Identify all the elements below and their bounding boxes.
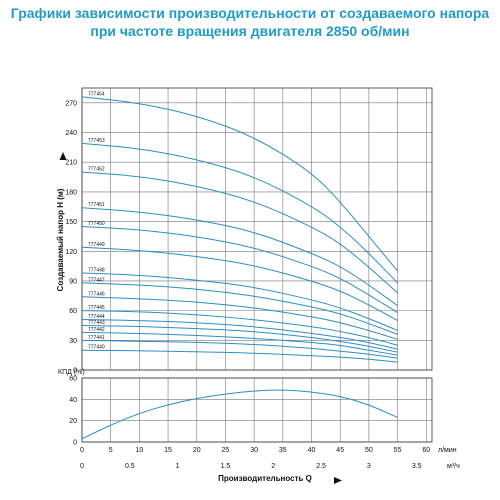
head-y-tick-label: 180 bbox=[65, 189, 77, 196]
x-tick-lpm: 20 bbox=[193, 447, 201, 454]
eff-y-tick-label: 20 bbox=[69, 418, 77, 425]
x-tick-m3h: 1.5 bbox=[221, 463, 231, 470]
curve-label-777449: 777449 bbox=[88, 242, 105, 248]
chart-title: Графики зависимости производительности о… bbox=[0, 4, 500, 40]
x-unit-m3h: м³/ч bbox=[447, 463, 460, 470]
x-tick-lpm: 60 bbox=[422, 447, 430, 454]
head-curve-777449 bbox=[81, 246, 398, 321]
head-y-tick-label: 210 bbox=[65, 160, 77, 167]
head-curve-777450 bbox=[81, 226, 398, 314]
curve-label-777445: 777445 bbox=[88, 305, 105, 311]
x-tick-lpm: 45 bbox=[336, 447, 344, 454]
x-tick-lpm: 55 bbox=[394, 447, 402, 454]
title-line-2: при частоте вращения двигателя 2850 об/м… bbox=[90, 23, 410, 39]
head-y-tick-label: 270 bbox=[65, 100, 77, 107]
x-axis-arrow-icon bbox=[334, 477, 342, 484]
curve-label-777450: 777450 bbox=[88, 221, 105, 227]
head-y-tick-label: 30 bbox=[69, 338, 77, 345]
x-tick-lpm: 30 bbox=[250, 447, 258, 454]
x-tick-m3h: 3.5 bbox=[412, 463, 422, 470]
x-tick-lpm: 50 bbox=[365, 447, 373, 454]
x-axis-label: Производительность Q bbox=[218, 474, 312, 483]
x-tick-lpm: 15 bbox=[164, 447, 172, 454]
head-y-tick-label: 240 bbox=[65, 130, 77, 137]
curve-label-777446: 777446 bbox=[88, 291, 105, 297]
head-curve-777442 bbox=[81, 331, 398, 356]
head-panel-frame bbox=[81, 87, 433, 371]
x-tick-lpm: 35 bbox=[279, 447, 287, 454]
x-axis: 0 5 10 15 20 25 30 35 40 45 50 55 60 0 0.5 1 1.5 2 2.5 3 3.5 bbox=[80, 447, 430, 470]
x-tick-lpm: 0 bbox=[80, 447, 84, 454]
curve-label-777442: 777442 bbox=[88, 327, 105, 333]
head-curve-777453 bbox=[81, 142, 398, 284]
x-tick-m3h: 2.5 bbox=[316, 463, 326, 470]
head-curve-777444 bbox=[81, 319, 398, 350]
head-curve-777451 bbox=[81, 207, 398, 307]
head-curve-777448 bbox=[81, 272, 398, 331]
x-tick-lpm: 5 bbox=[109, 447, 113, 454]
y-axis-label-efficiency: КПД (%) bbox=[58, 369, 85, 376]
curve-label-777443: 777443 bbox=[88, 320, 105, 326]
head-curve-777446 bbox=[81, 296, 398, 340]
head-curve-777441 bbox=[81, 339, 398, 359]
head-curve-777443 bbox=[81, 324, 398, 353]
curve-label-777453: 777453 bbox=[88, 138, 105, 144]
x-unit-lpm: л/мин bbox=[438, 447, 457, 454]
x-tick-m3h: 1 bbox=[176, 463, 180, 470]
head-curve-777452 bbox=[81, 171, 398, 294]
curve-label-777448: 777448 bbox=[88, 268, 105, 274]
curve-label-777452: 777452 bbox=[88, 167, 105, 173]
x-tick-lpm: 25 bbox=[222, 447, 230, 454]
head-curve-777454 bbox=[81, 96, 398, 272]
head-curve-777447 bbox=[81, 282, 398, 335]
curve-label-777440: 777440 bbox=[88, 345, 105, 351]
head-y-tick-label: 60 bbox=[69, 308, 77, 315]
head-curves-panel: 0 30 60 90 120 150 180 210 240 270 777454 777453 777… bbox=[65, 87, 433, 375]
efficiency-curve bbox=[81, 389, 398, 440]
x-tick-m3h: 0 bbox=[80, 463, 84, 470]
x-tick-m3h: 0.5 bbox=[125, 463, 135, 470]
curve-label-777444: 777444 bbox=[88, 314, 105, 320]
x-tick-m3h: 3 bbox=[367, 463, 371, 470]
curve-label-777441: 777441 bbox=[88, 335, 105, 341]
y-axis-arrow-icon bbox=[59, 152, 67, 160]
curve-label-777447: 777447 bbox=[88, 277, 105, 283]
curve-label-777454: 777454 bbox=[88, 91, 105, 97]
head-curve-777440 bbox=[81, 349, 398, 363]
title-line-1: Графики зависимости производительности о… bbox=[10, 5, 490, 21]
x-tick-lpm: 40 bbox=[308, 447, 316, 454]
eff-panel-frame bbox=[81, 377, 433, 443]
eff-y-tick-label: 40 bbox=[69, 397, 77, 404]
head-y-tick-label: 150 bbox=[65, 219, 77, 226]
y-axis-label-head: Создаваемый напор Н (м) bbox=[56, 188, 65, 291]
efficiency-panel: 0 20 40 60 bbox=[69, 376, 433, 447]
eff-y-tick-label: 0 bbox=[73, 440, 77, 447]
x-tick-lpm: 10 bbox=[135, 447, 143, 454]
eff-y-tick-label: 60 bbox=[69, 376, 77, 383]
head-y-tick-label: 90 bbox=[69, 278, 77, 285]
head-y-tick-label: 120 bbox=[65, 249, 77, 256]
head-curve-777445 bbox=[81, 310, 398, 346]
curve-label-777451: 777451 bbox=[88, 202, 105, 208]
x-tick-m3h: 2 bbox=[271, 463, 275, 470]
head-y-tick-label: 0 bbox=[73, 368, 77, 375]
